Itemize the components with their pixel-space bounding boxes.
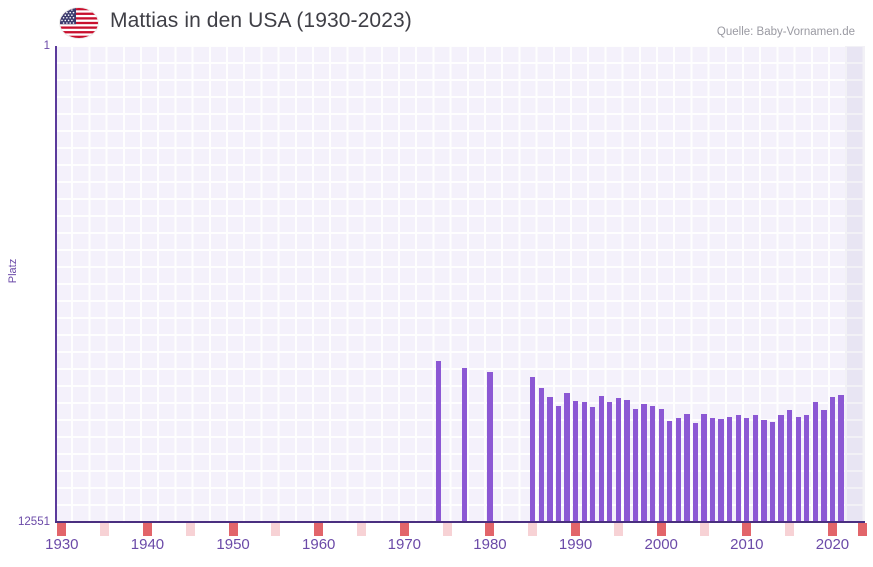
flag-usa-icon: [60, 8, 98, 38]
bar: [667, 420, 673, 522]
x-axis-tick-minor: [699, 523, 709, 536]
bar: [461, 367, 467, 522]
x-axis-tick-label: 1980: [473, 536, 507, 553]
x-axis-tick-minor: [528, 523, 538, 536]
bar: [607, 401, 613, 522]
y-axis-bottom-label: 12551: [18, 516, 50, 528]
bar: [615, 398, 622, 522]
x-axis-tick-major: [57, 523, 67, 536]
bar: [632, 408, 639, 522]
x-axis-line: [55, 521, 865, 523]
bar: [435, 361, 442, 522]
bar: [684, 413, 690, 522]
x-axis-tick-major: [485, 523, 495, 536]
bar: [564, 392, 570, 522]
x-axis-tick-major: [742, 523, 752, 536]
x-axis-tick-major: [656, 523, 666, 536]
bar: [658, 408, 664, 522]
bar: [838, 394, 844, 522]
x-axis-tick-label: 1940: [130, 536, 165, 553]
x-axis-tick-minor: [785, 523, 795, 536]
x-axis-tick-label: 1950: [216, 536, 250, 553]
bar: [581, 402, 587, 522]
bar: [727, 416, 733, 522]
x-axis-tick-major: [314, 523, 324, 536]
bar: [718, 419, 724, 522]
x-axis-tick-minor: [613, 523, 623, 536]
bar: [675, 418, 681, 522]
x-axis-tick-minor: [185, 523, 195, 536]
bar: [701, 413, 707, 522]
bar: [829, 397, 836, 522]
x-axis-tick-major: [399, 523, 409, 536]
bar: [624, 399, 630, 522]
page-title: Mattias in den USA (1930-2023): [110, 9, 412, 32]
bar-series: [55, 46, 865, 522]
bar: [761, 419, 767, 522]
bar: [598, 396, 604, 522]
x-axis-tick-minor: [357, 523, 367, 536]
x-axis-tick-label: 2020: [815, 536, 850, 553]
bar: [812, 401, 818, 522]
bar: [641, 404, 647, 522]
x-axis-tick-minor: [271, 523, 281, 536]
bar: [555, 406, 562, 522]
bar: [487, 372, 493, 522]
y-axis-line: [55, 46, 57, 523]
source-label: Quelle: Baby-Vornamen.de: [716, 26, 855, 38]
bar: [590, 407, 596, 522]
x-axis-tick-major: [857, 523, 867, 536]
x-axis-tick-major: [228, 523, 238, 536]
x-axis-tick-label: 2010: [730, 536, 764, 553]
y-axis-top-label: 1: [43, 40, 50, 52]
bar: [752, 415, 759, 522]
bar: [530, 376, 536, 522]
bar: [709, 417, 716, 522]
x-axis-tick-major: [142, 523, 152, 536]
bar: [572, 400, 579, 522]
x-axis-tick-minor: [442, 523, 452, 536]
bar: [538, 388, 544, 522]
bar: [649, 405, 656, 522]
bar: [735, 415, 741, 522]
x-axis-tick-label: 1930: [45, 536, 79, 553]
bar: [744, 418, 750, 522]
x-axis-tick-major: [571, 523, 581, 536]
bar: [547, 396, 553, 522]
bar: [795, 417, 801, 522]
bar: [786, 409, 793, 522]
x-axis-tick-major: [827, 523, 837, 536]
plot-area: [55, 46, 865, 522]
chart-header: Mattias in den USA (1930-2023) Quelle: B…: [0, 0, 873, 42]
bar: [821, 410, 827, 522]
x-axis-tick-label: 1970: [387, 536, 422, 553]
y-axis-title: Platz: [7, 258, 19, 284]
x-axis-tick-minor: [100, 523, 110, 536]
bar: [804, 415, 810, 522]
bar: [692, 422, 699, 522]
x-axis-tick-label: 1990: [558, 536, 593, 553]
bar: [778, 414, 784, 522]
future-range-shading: [845, 46, 865, 522]
x-axis-tick-label: 2000: [644, 536, 678, 553]
x-axis-tick-label: 1960: [302, 536, 336, 553]
bar: [769, 421, 776, 522]
